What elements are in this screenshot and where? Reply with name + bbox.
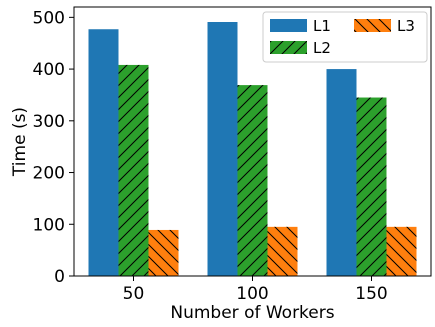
bar-l1-100 <box>207 22 238 276</box>
y-tick-label-100: 100 <box>33 215 65 235</box>
bar-l1-150 <box>326 69 357 276</box>
y-tick-label-300: 300 <box>33 112 65 132</box>
legend-swatch-l3-hatch <box>354 19 391 32</box>
legend-label-l3: L3 <box>397 17 415 35</box>
y-tick-label-500: 500 <box>33 8 65 28</box>
x-tick-label-150: 150 <box>355 284 387 304</box>
bar-l2-50 <box>118 64 149 276</box>
legend-entry-l2: L2 <box>270 39 331 57</box>
bar-l3-50 <box>148 229 179 276</box>
bar-l3-100 <box>267 226 298 276</box>
legend-swatch-l2-hatch <box>270 41 307 54</box>
legend-label-l1: L1 <box>313 17 331 35</box>
bar-l1-50 <box>88 29 119 276</box>
x-tick-label-100: 100 <box>236 284 268 304</box>
legend-entry-l1: L1 <box>270 17 331 35</box>
legend-swatch-l1 <box>270 19 307 32</box>
legend-label-l2: L2 <box>313 39 331 57</box>
legend-entry-l3: L3 <box>354 17 415 35</box>
y-tick-label-0: 0 <box>54 267 65 287</box>
bar-l2-150 <box>356 97 387 277</box>
y-tick-label-200: 200 <box>33 164 65 184</box>
bar-l2-100 <box>237 85 268 276</box>
bars-layer <box>88 22 417 277</box>
x-axis-label: Number of Workers <box>170 303 334 323</box>
x-axis: 50 100 150 <box>123 276 388 304</box>
y-axis: 0 100 200 300 400 500 <box>33 8 74 287</box>
legend: L1 L2 L3 <box>262 11 428 63</box>
y-tick-label-400: 400 <box>33 60 65 80</box>
x-tick-label-50: 50 <box>123 284 145 304</box>
y-axis-label: Time (s) <box>10 107 30 177</box>
bar-l3-150 <box>386 226 417 276</box>
